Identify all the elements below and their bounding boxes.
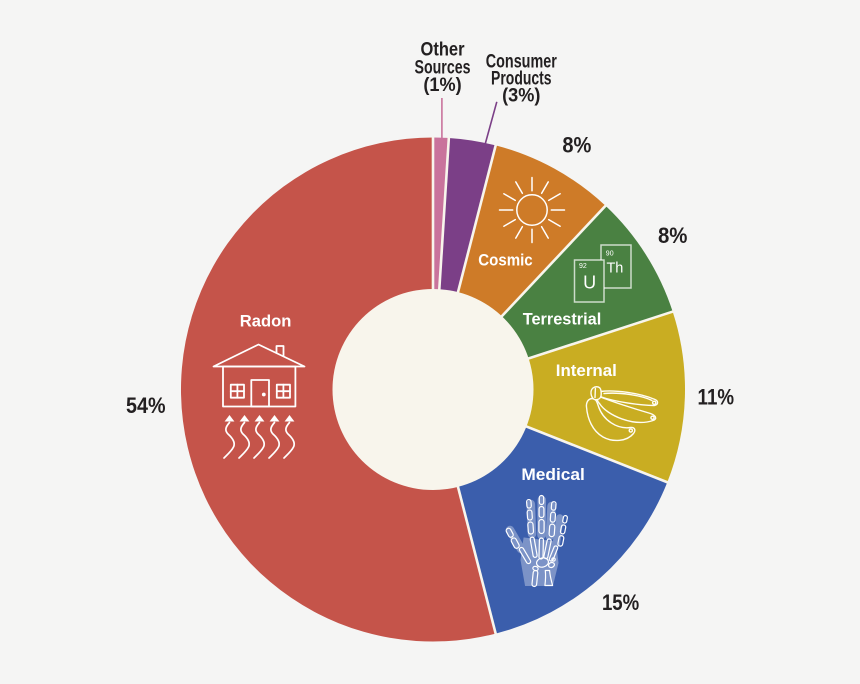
svg-text:Consumer: Consumer: [486, 52, 557, 73]
svg-text:Radon: Radon: [240, 312, 292, 331]
svg-text:11%: 11%: [698, 385, 735, 410]
svg-text:(3%): (3%): [502, 86, 540, 107]
svg-text:92: 92: [579, 263, 587, 270]
svg-text:15%: 15%: [602, 590, 639, 615]
svg-text:Medical: Medical: [521, 465, 585, 484]
svg-text:Cosmic: Cosmic: [478, 251, 532, 270]
svg-text:Sources: Sources: [415, 58, 471, 79]
svg-text:Th: Th: [606, 260, 623, 276]
svg-text:Terrestrial: Terrestrial: [523, 310, 602, 329]
svg-text:Products: Products: [491, 69, 552, 90]
svg-text:Other: Other: [421, 40, 466, 61]
svg-text:54%: 54%: [126, 393, 166, 418]
svg-text:8%: 8%: [658, 223, 688, 248]
svg-text:U: U: [583, 273, 596, 293]
svg-text:Internal: Internal: [556, 361, 617, 380]
svg-text:90: 90: [606, 250, 614, 257]
svg-text:(1%): (1%): [423, 75, 461, 96]
svg-text:8%: 8%: [562, 132, 591, 157]
